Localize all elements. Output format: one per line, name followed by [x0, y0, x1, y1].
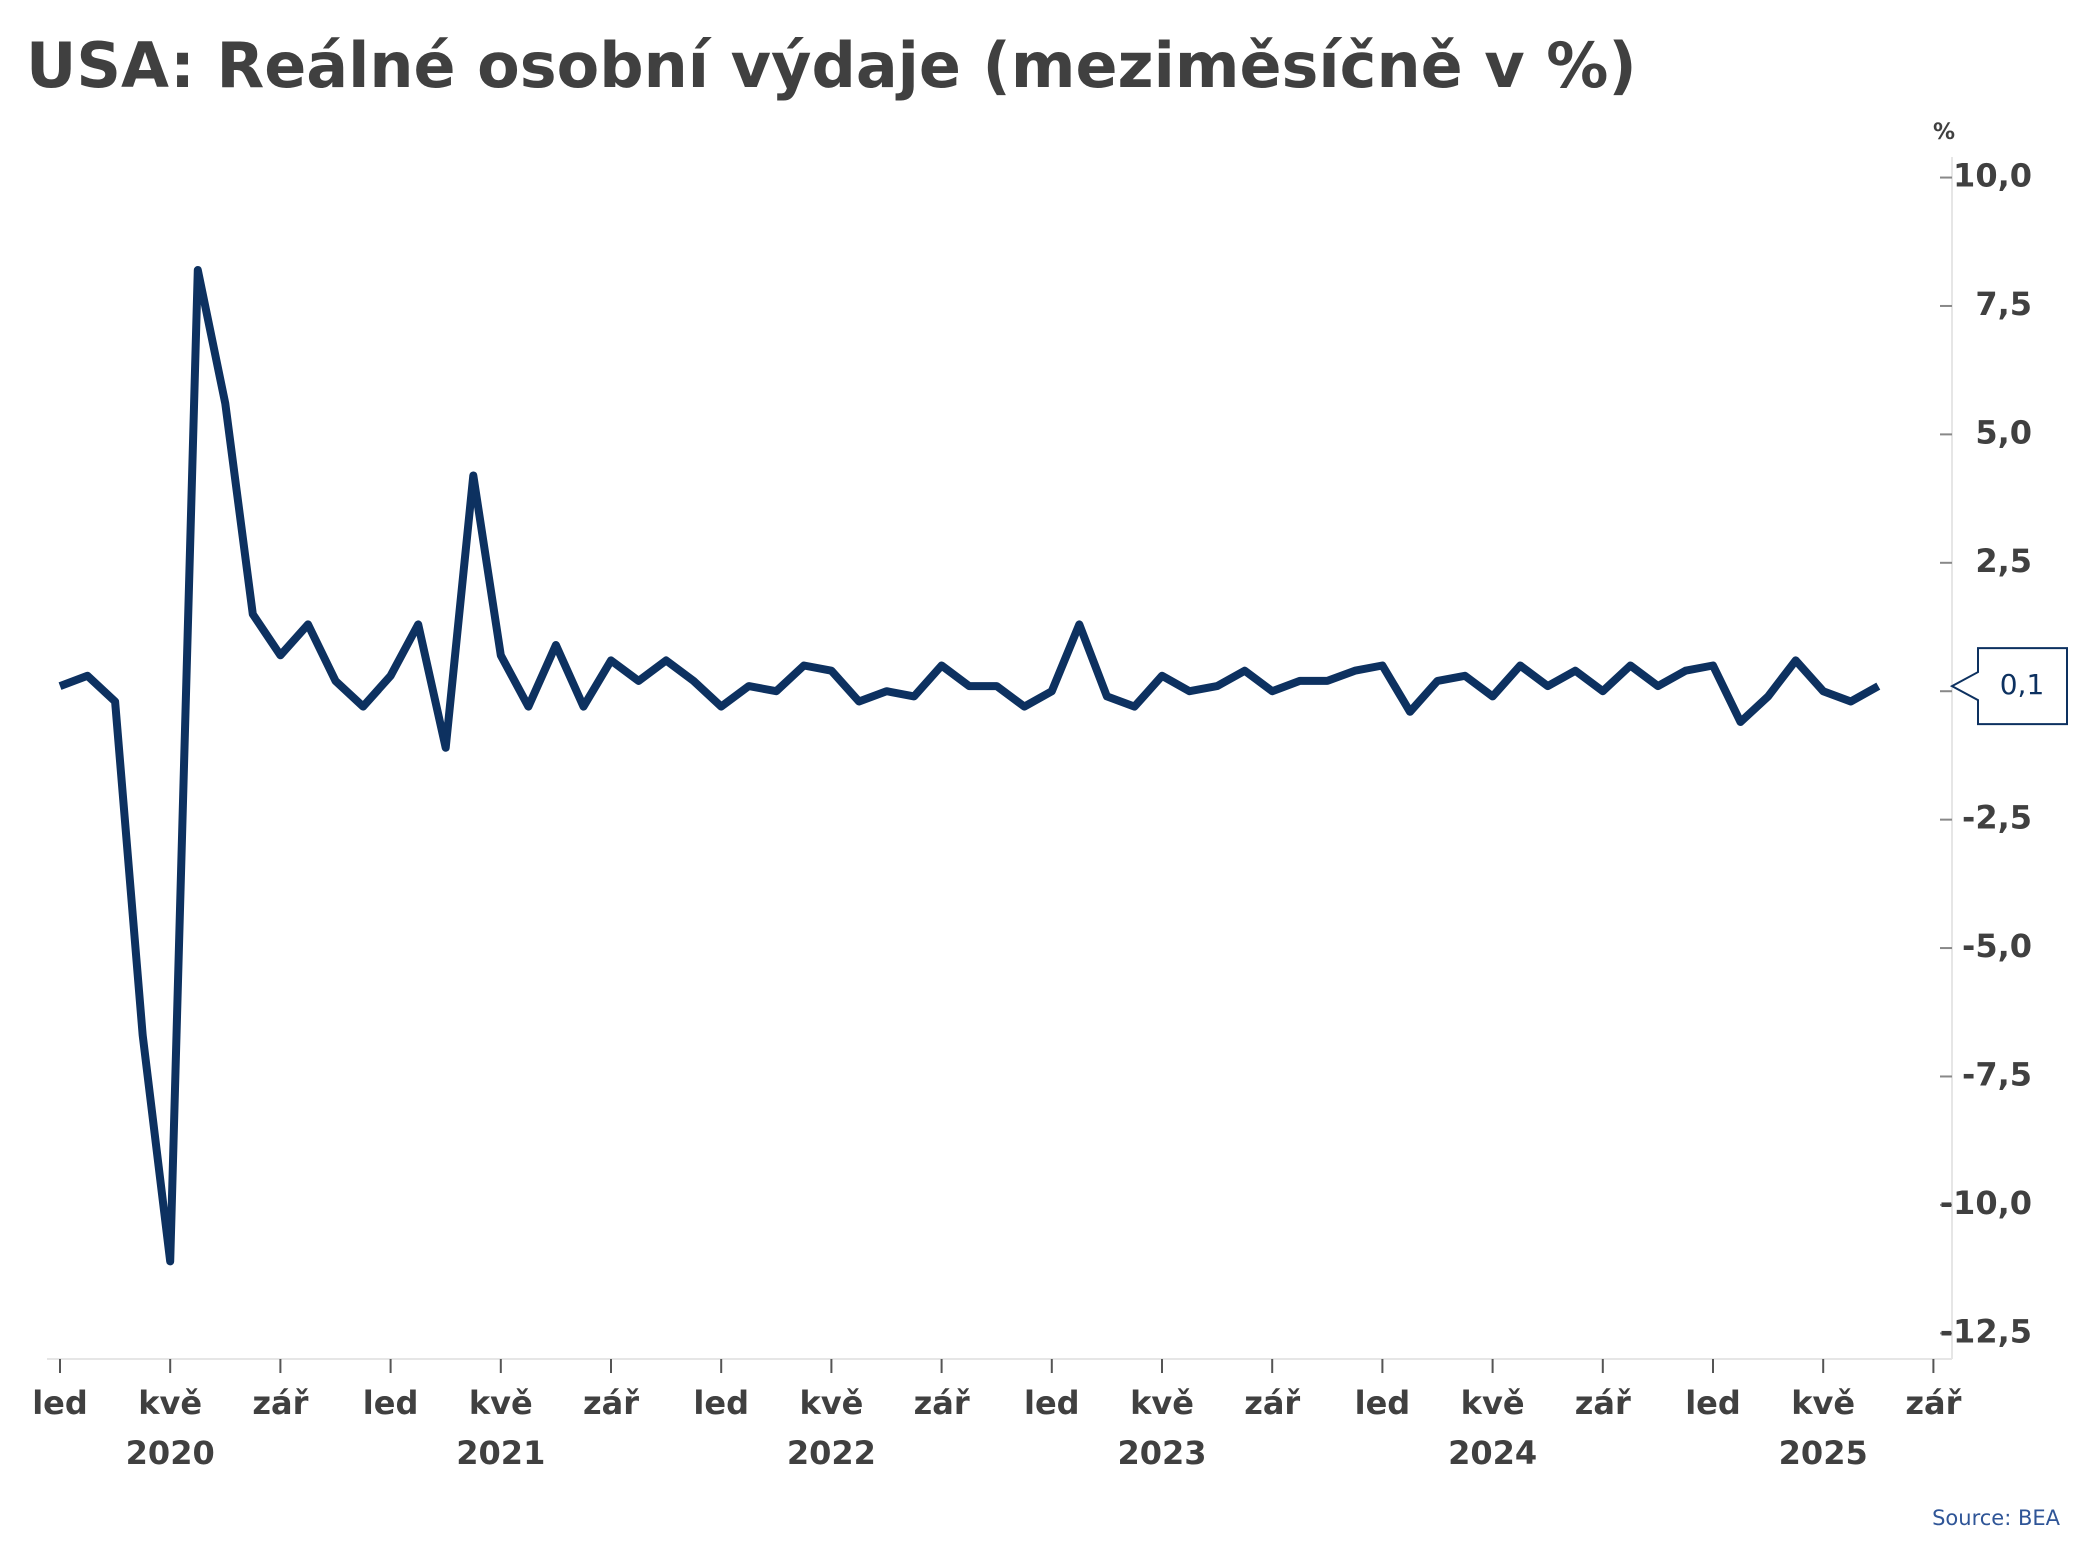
x-tick-label: kvě	[1461, 1384, 1525, 1422]
y-tick-label: -5,0	[1962, 927, 2032, 965]
year-label: 2021	[456, 1434, 545, 1472]
source: Source: BEA	[1932, 1506, 2061, 1530]
x-tick-label: zář	[1244, 1384, 1300, 1422]
y-tick-label: -7,5	[1962, 1055, 2032, 1093]
year-label: 2024	[1448, 1434, 1537, 1472]
x-tick-label: led	[693, 1384, 749, 1422]
y-tick-label: 7,5	[1975, 285, 2032, 323]
year-label: 2022	[787, 1434, 876, 1472]
value-label: 0,1	[2000, 668, 2045, 701]
y-unit: %	[1933, 120, 1955, 145]
x-tick-label: zář	[1905, 1384, 1961, 1422]
y-tick-label: -12,5	[1940, 1312, 2032, 1350]
x-tick-label: led	[1024, 1384, 1080, 1422]
x-tick-label: zář	[914, 1384, 970, 1422]
y-tick-label: -2,5	[1962, 799, 2032, 837]
y-tick-label: 5,0	[1975, 413, 2032, 451]
x-tick-label: kvě	[1130, 1384, 1194, 1422]
x-tick-label: kvě	[799, 1384, 863, 1422]
x-tick-label: kvě	[1791, 1384, 1855, 1422]
x-tick-label: led	[1685, 1384, 1741, 1422]
year-label: 2025	[1779, 1434, 1868, 1472]
x-tick-label: led	[32, 1384, 88, 1422]
line	[58, 266, 1881, 1266]
x-tick-label: kvě	[138, 1384, 202, 1422]
year-label: 2020	[126, 1434, 215, 1472]
value-callout	[1949, 647, 2068, 726]
y-tick-label: 10,0	[1953, 157, 2032, 195]
x-tick-label: led	[1355, 1384, 1411, 1422]
x-tick-label: kvě	[469, 1384, 533, 1422]
x-tick-label: zář	[583, 1384, 639, 1422]
year-label: 2023	[1117, 1434, 1206, 1472]
chart-title: USA: Reálné osobní výdaje (meziměsíčně v…	[26, 29, 1637, 102]
y-tick-label: -10,0	[1940, 1184, 2032, 1222]
x-tick-label: led	[363, 1384, 419, 1422]
y-tick-label: 2,5	[1975, 542, 2032, 580]
x-tick-label: zář	[1575, 1384, 1631, 1422]
x-tick-label: zář	[252, 1384, 308, 1422]
